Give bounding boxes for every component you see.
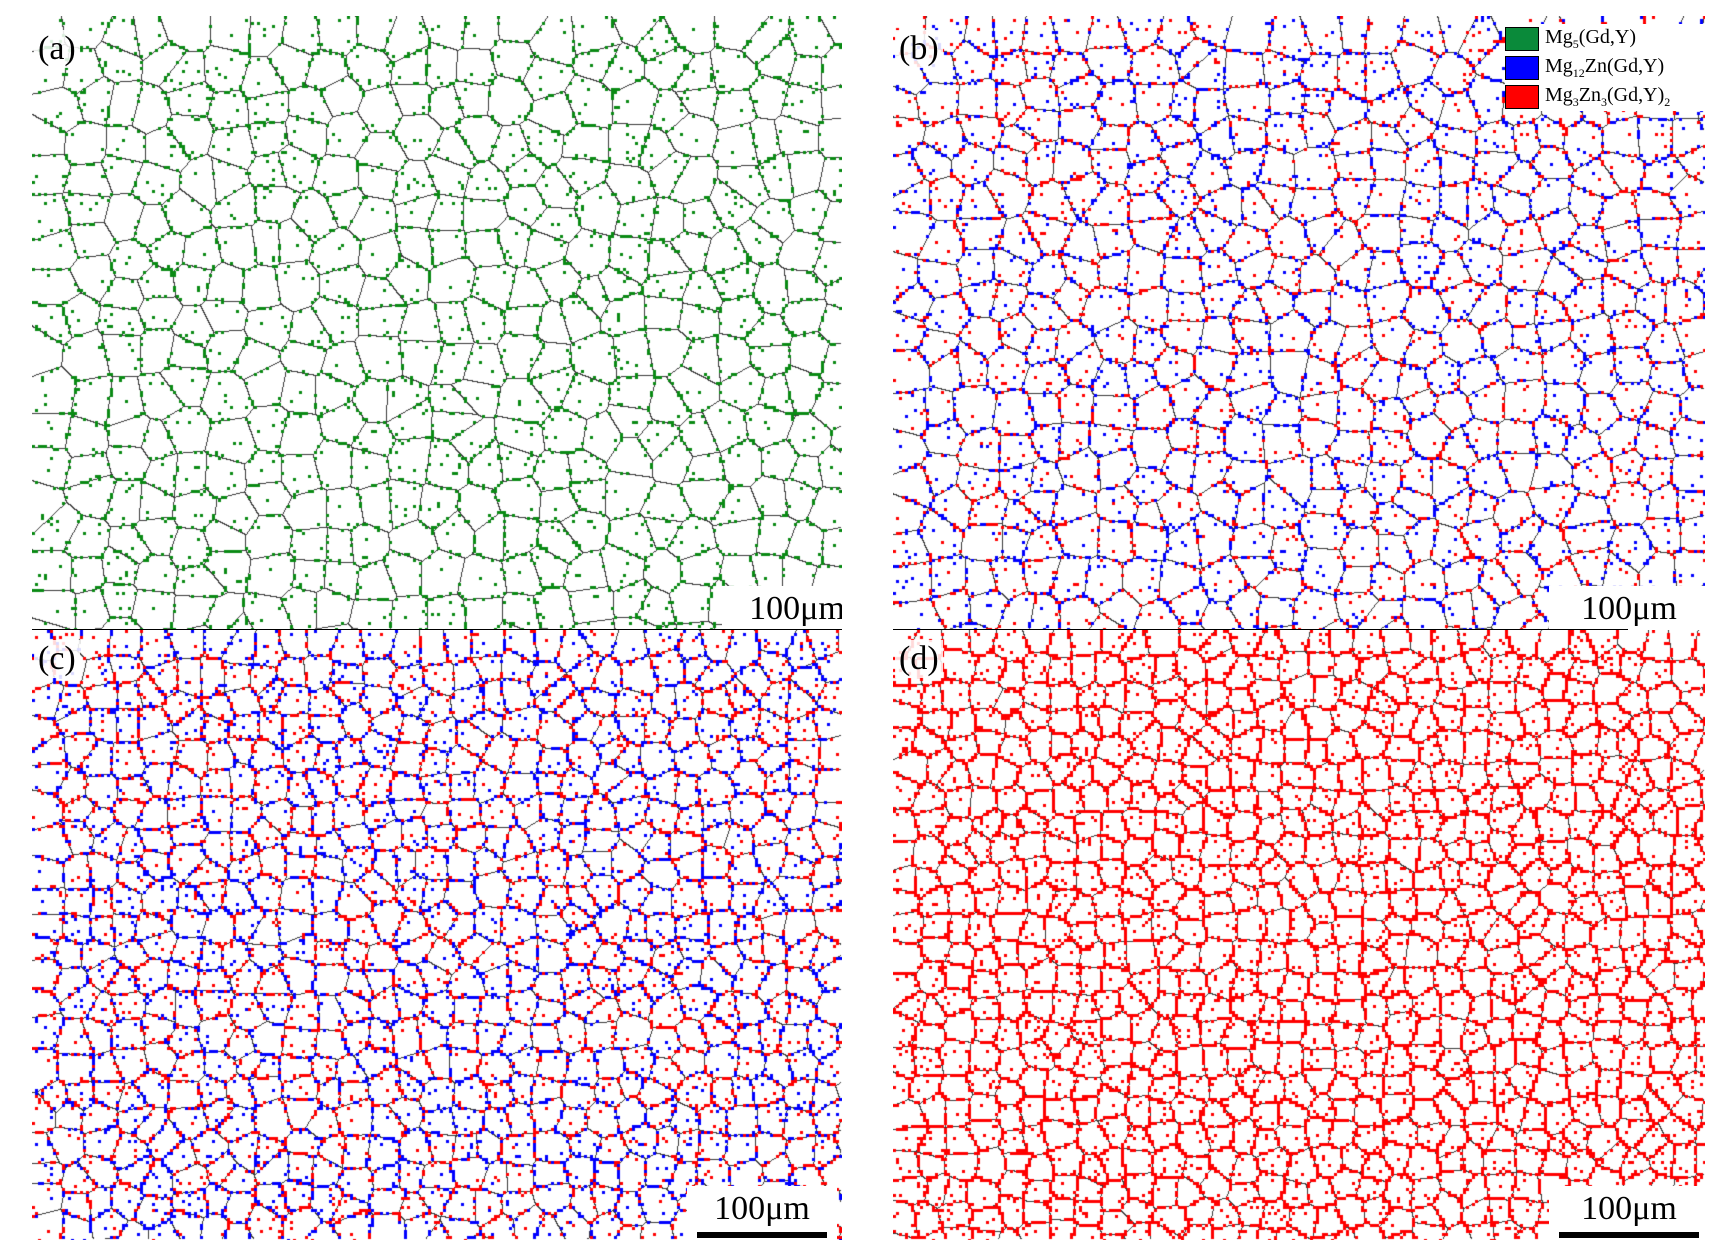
micrograph-panel-d: (d) 100μm: [893, 630, 1705, 1240]
legend-item-mg12: Mg12Zn(Gd,Y): [1505, 53, 1715, 82]
legend-item-mg5: Mg5(Gd,Y): [1505, 24, 1715, 53]
scale-bar-line-d: [1559, 1232, 1699, 1238]
scale-bar-label-d: 100μm: [1581, 1190, 1677, 1227]
panel-label-d: (d): [895, 640, 943, 678]
panel-label-b: (b): [895, 30, 943, 68]
legend-swatch-mg12: [1505, 55, 1539, 80]
scale-bar-a: 100μm: [722, 586, 842, 630]
legend-item-mg3: Mg3Zn3(Gd,Y)2: [1505, 82, 1715, 111]
scale-bar-d: 100μm: [1549, 1186, 1705, 1240]
phase-map-a: [32, 16, 842, 630]
micrograph-panel-c: (c) 100μm: [32, 630, 842, 1240]
micrograph-panel-a: (a) 100μm: [32, 16, 842, 630]
scale-bar-b: 100μm: [1549, 586, 1705, 630]
phase-legend: Mg5(Gd,Y) Mg12Zn(Gd,Y) Mg3Zn3(Gd,Y)2: [1505, 24, 1715, 111]
panel-label-c: (c): [34, 640, 80, 678]
divider-right: [893, 629, 1628, 630]
panel-label-a: (a): [34, 30, 80, 68]
legend-swatch-mg5: [1505, 26, 1539, 51]
legend-label-mg12: Mg12Zn(Gd,Y): [1545, 54, 1665, 80]
legend-label-mg5: Mg5(Gd,Y): [1545, 25, 1637, 51]
phase-map-c: [32, 630, 842, 1240]
scale-bar-label-a: 100μm: [749, 590, 842, 627]
scale-bar-line-c: [697, 1232, 827, 1238]
divider-left: [32, 629, 842, 630]
micrograph-panel-b: (b) 100μm: [893, 16, 1705, 630]
scale-bar-c: 100μm: [687, 1186, 837, 1240]
scale-bar-label-c: 100μm: [714, 1190, 810, 1227]
legend-swatch-mg3: [1505, 84, 1539, 109]
scale-bar-label-b: 100μm: [1581, 590, 1677, 627]
legend-label-mg3: Mg3Zn3(Gd,Y)2: [1545, 83, 1671, 109]
phase-map-d: [893, 630, 1705, 1240]
phase-map-b: [893, 16, 1705, 630]
